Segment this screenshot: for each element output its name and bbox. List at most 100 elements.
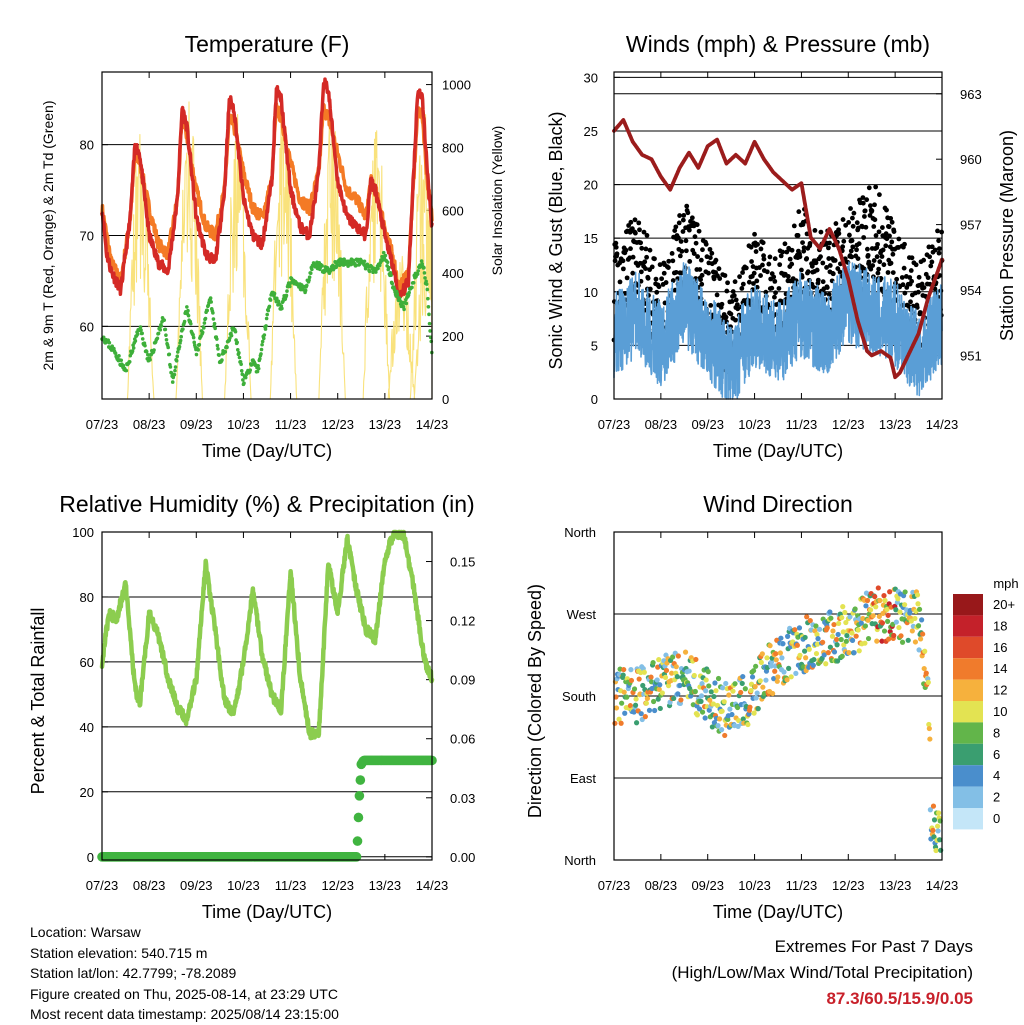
- dir-point: [830, 628, 836, 634]
- colorbar-swatch: [953, 615, 983, 637]
- temp-dewpoint-point: [186, 313, 191, 318]
- dir-point: [788, 674, 794, 680]
- wind-ytick-label: 20: [584, 178, 598, 193]
- temp-dewpoint-point: [185, 305, 189, 309]
- wind-title: Winds (mph) & Pressure (mb): [626, 31, 930, 57]
- temp-dewpoint-point: [428, 329, 432, 333]
- dir-point: [612, 720, 618, 726]
- colorbar-label: 6: [993, 747, 1000, 762]
- dir-point: [727, 706, 733, 712]
- dir-point: [691, 672, 697, 679]
- dir-point: [919, 617, 925, 623]
- temp-dewpoint-point: [239, 362, 243, 367]
- dir-point: [875, 585, 881, 591]
- extremes-title: Extremes For Past 7 Days: [774, 937, 973, 956]
- dir-point: [773, 657, 779, 663]
- dir-point: [678, 697, 684, 703]
- temp-dewpoint-point: [144, 349, 149, 354]
- dir-point: [713, 688, 719, 694]
- dir-point: [916, 606, 923, 612]
- wind-xtick-label: 07/23: [598, 417, 631, 432]
- temp-dewpoint-point: [424, 279, 428, 284]
- temp-dewpoint-point: [233, 329, 238, 334]
- temp-dewpoint-point: [133, 339, 138, 343]
- temp-dewpoint-point: [310, 267, 314, 272]
- temp-dewpoint-point: [288, 284, 292, 289]
- temp-dewpoint-point: [256, 366, 261, 371]
- dir-point: [755, 706, 761, 712]
- temp-dewpoint-point: [284, 293, 289, 298]
- dir-point: [797, 652, 803, 658]
- wind-gust-point: [617, 279, 623, 285]
- temp-dewpoint-point: [127, 359, 132, 364]
- dir-point: [796, 625, 803, 631]
- dir-point: [813, 650, 820, 657]
- dir-point: [730, 688, 736, 694]
- colorbar-title: mph: [993, 576, 1018, 591]
- recent-timestamp: Most recent data timestamp: 2025/08/14 2…: [30, 1006, 339, 1022]
- dir-point: [753, 695, 759, 701]
- wind-gust-point: [653, 276, 659, 282]
- temp-dewpoint-point: [203, 316, 208, 321]
- temp-dewpoint-point: [172, 372, 177, 377]
- temp-dewpoint-point: [235, 347, 240, 352]
- dir-point: [816, 626, 823, 632]
- colorbar-swatch: [953, 808, 983, 830]
- wind-ylabel: Sonic Wind & Gust (Blue, Black): [546, 111, 566, 369]
- dir-point: [931, 817, 938, 823]
- dir-point: [930, 803, 937, 809]
- temp-dewpoint-point: [138, 325, 143, 329]
- temp-dewpoint-point: [143, 343, 147, 348]
- dir-point: [934, 823, 941, 829]
- temp-dewpoint-point: [194, 352, 199, 357]
- wind-xtick-label: 08/23: [645, 417, 678, 432]
- dir-point: [711, 693, 717, 700]
- dir-point: [915, 623, 922, 629]
- colorbar-swatch: [953, 594, 983, 616]
- colorbar-label: 18: [993, 618, 1007, 633]
- dir-point: [715, 723, 721, 729]
- temp-dewpoint-point: [280, 306, 284, 311]
- temp-solar-line: [126, 101, 433, 400]
- temp-dewpoint-point: [303, 288, 308, 293]
- dir-point: [774, 678, 780, 684]
- temp-dewpoint-point: [202, 321, 207, 325]
- temp-dewpoint-point: [139, 328, 143, 332]
- wind-gust-point: [654, 289, 660, 295]
- dir-point: [722, 732, 728, 739]
- temp-dewpoint-point: [202, 326, 206, 330]
- dir-point: [896, 624, 902, 631]
- temp-dewpoint-point: [410, 285, 414, 290]
- dir-point: [642, 714, 648, 720]
- temp-dewpoint-point: [242, 381, 246, 386]
- temp-dewpoint-point: [156, 331, 161, 336]
- wind-gust-point: [647, 247, 653, 253]
- dir-point: [715, 675, 722, 682]
- wind-gust-point: [622, 291, 628, 296]
- dir-point: [930, 827, 936, 833]
- dir-point: [758, 659, 764, 666]
- dir-point: [699, 709, 706, 715]
- dir-point: [654, 677, 660, 683]
- temp-dewpoint-point: [351, 258, 356, 263]
- dir-point: [716, 716, 723, 722]
- temp-ylabel: 2m & 9m T (Red, Orange) & 2m Td (Green): [40, 101, 56, 371]
- wind-gust-point: [638, 240, 644, 246]
- temp-dewpoint-point: [308, 271, 313, 276]
- temp-dewpoint-point: [426, 296, 430, 301]
- temp-dewpoint-point: [220, 358, 224, 362]
- dir-point: [870, 613, 876, 619]
- dir-point: [698, 698, 704, 704]
- temp-dewpoint-point: [213, 326, 217, 331]
- wind-gust-point: [647, 286, 653, 292]
- dir-point: [673, 664, 679, 670]
- dir-point: [624, 694, 630, 700]
- dir-point: [659, 690, 665, 696]
- dir-point: [720, 685, 726, 691]
- dir-ytick-label: North: [564, 853, 596, 868]
- dir-ytick-label: North: [564, 525, 596, 540]
- dir-point: [682, 649, 689, 655]
- temp-xtick-label: 12/23: [321, 417, 354, 432]
- dir-point: [887, 589, 893, 595]
- colorbar-label: 20+: [993, 597, 1015, 612]
